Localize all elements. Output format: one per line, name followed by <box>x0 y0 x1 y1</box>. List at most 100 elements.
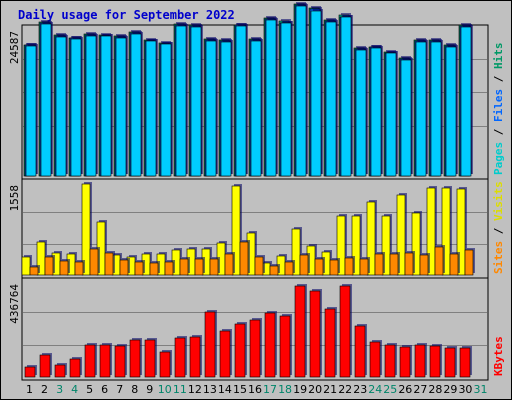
bar-sites-visits-visits-23 <box>351 215 361 276</box>
bar-sites-visits-visits-1 <box>21 256 31 276</box>
bar-pages-files-hits-pages-25 <box>385 52 397 177</box>
bar-kbytes-kbytes-29 <box>444 347 456 378</box>
day-label-28: 28 <box>428 383 442 396</box>
bar-pages-files-hits-pages-23 <box>355 49 367 177</box>
bar-sites-visits-sites-22 <box>344 257 354 276</box>
bar-sites-visits-sites-27 <box>419 254 429 276</box>
bar-sites-visits-sites-10 <box>164 261 174 276</box>
bar-sites-visits-sites-18 <box>284 261 294 276</box>
bar-sites-visits-sites-26 <box>404 252 414 276</box>
bar-sites-visits-sites-7 <box>119 259 129 276</box>
bar-sites-visits-visits-26 <box>396 194 406 276</box>
bar-kbytes-kbytes-30 <box>459 347 471 378</box>
bar-sites-visits-sites-19 <box>299 254 309 276</box>
bar-kbytes-kbytes-5 <box>84 344 96 378</box>
bar-kbytes-kbytes-16 <box>249 319 261 378</box>
day-label-12: 12 <box>188 383 202 396</box>
ylabel-pages-files-hits: Pages / Files / Hits <box>492 43 505 176</box>
bar-kbytes-kbytes-15 <box>234 323 246 378</box>
bar-kbytes-kbytes-12 <box>189 336 201 378</box>
day-label-4: 4 <box>71 383 78 396</box>
ylabel-part-pages-files-hits-2: Files <box>492 89 505 122</box>
bar-pages-files-hits-pages-3 <box>55 36 67 177</box>
bar-pages-files-hits-pages-24 <box>370 47 382 177</box>
bar-pages-files-hits-pages-9 <box>145 40 157 177</box>
bar-kbytes-kbytes-20 <box>309 290 321 378</box>
bar-kbytes-kbytes-19 <box>294 285 306 378</box>
bar-sites-visits-visits-27 <box>411 212 421 276</box>
bar-pages-files-hits-pages-10 <box>160 43 172 177</box>
bar-sites-visits-sites-9 <box>149 262 159 276</box>
bar-kbytes-kbytes-26 <box>399 346 411 378</box>
bar-pages-files-hits-pages-26 <box>400 59 412 177</box>
ylabel-part-pages-files-hits-3: / <box>492 69 505 89</box>
ylabel-part-pages-files-hits-1: / <box>492 122 505 142</box>
bar-pages-files-hits-pages-8 <box>130 33 142 177</box>
bar-kbytes-kbytes-9 <box>144 339 156 378</box>
bar-sites-visits-visits-22 <box>336 215 346 276</box>
day-label-23: 23 <box>353 383 367 396</box>
ylabel-part-pages-files-hits-4: Hits <box>492 43 505 70</box>
day-label-30: 30 <box>458 383 472 396</box>
bar-pages-files-hits-pages-5 <box>85 35 97 177</box>
day-label-14: 14 <box>218 383 232 396</box>
day-label-29: 29 <box>443 383 457 396</box>
ymax-label-pages-files-hits: 24587 <box>8 31 21 64</box>
bar-kbytes-kbytes-23 <box>354 325 366 378</box>
bar-pages-files-hits-pages-29 <box>445 46 457 177</box>
bar-kbytes-kbytes-3 <box>54 364 66 378</box>
bar-sites-visits-visits-25 <box>381 215 391 276</box>
day-label-20: 20 <box>308 383 322 396</box>
bar-pages-files-hits-pages-16 <box>250 40 262 177</box>
bar-pages-files-hits-pages-13 <box>205 40 217 177</box>
bar-sites-visits-sites-25 <box>389 253 399 276</box>
day-label-11: 11 <box>173 383 187 396</box>
day-label-5: 5 <box>86 383 93 396</box>
bar-sites-visits-sites-4 <box>74 261 84 276</box>
bar-kbytes-kbytes-18 <box>279 315 291 378</box>
day-label-10: 10 <box>158 383 172 396</box>
day-label-1: 1 <box>26 383 33 396</box>
bar-pages-files-hits-pages-28 <box>430 41 442 177</box>
ymax-label-kbytes: 436764 <box>8 284 21 324</box>
bar-sites-visits-sites-11 <box>179 258 189 276</box>
bar-kbytes-kbytes-21 <box>324 308 336 378</box>
day-label-19: 19 <box>293 383 307 396</box>
bar-sites-visits-visits-15 <box>231 185 241 276</box>
bar-sites-visits-sites-20 <box>314 258 324 276</box>
bar-sites-visits-sites-24 <box>374 253 384 276</box>
ylabel-kbytes: KBytes <box>492 336 505 376</box>
bar-sites-visits-visits-24 <box>366 201 376 276</box>
bar-sites-visits-visits-19 <box>291 228 301 276</box>
bar-sites-visits-visits-28 <box>426 187 436 276</box>
bar-sites-visits-sites-17 <box>269 265 279 276</box>
ylabel-sites-visits: Sites / Visits <box>492 181 505 274</box>
day-label-16: 16 <box>248 383 262 396</box>
bar-sites-visits-sites-13 <box>209 258 219 276</box>
bar-sites-visits-sites-3 <box>59 260 69 276</box>
bar-sites-visits-sites-23 <box>359 258 369 276</box>
day-label-18: 18 <box>278 383 292 396</box>
bar-pages-files-hits-pages-17 <box>265 19 277 177</box>
bar-kbytes-kbytes-10 <box>159 351 171 378</box>
bar-sites-visits-visits-30 <box>456 188 466 276</box>
bar-kbytes-kbytes-13 <box>204 311 216 378</box>
day-label-17: 17 <box>263 383 277 396</box>
day-label-6: 6 <box>101 383 108 396</box>
bar-kbytes-kbytes-14 <box>219 330 231 378</box>
day-label-25: 25 <box>383 383 397 396</box>
day-label-8: 8 <box>131 383 138 396</box>
bar-pages-files-hits-pages-20 <box>310 10 322 177</box>
bar-pages-files-hits-pages-4 <box>70 38 82 177</box>
ylabel-part-kbytes-0: KBytes <box>492 336 505 376</box>
bar-sites-visits-sites-29 <box>449 253 459 276</box>
day-label-31: 31 <box>473 383 487 396</box>
bar-kbytes-kbytes-6 <box>99 344 111 378</box>
bar-pages-files-hits-pages-6 <box>100 35 112 177</box>
bar-pages-files-hits-pages-18 <box>280 22 292 177</box>
ylabel-part-sites-visits-1: / <box>492 221 505 241</box>
bar-sites-visits-sites-6 <box>104 252 114 276</box>
bar-kbytes-kbytes-22 <box>339 285 351 378</box>
bar-kbytes-kbytes-2 <box>39 354 51 378</box>
bar-sites-visits-visits-5 <box>81 183 91 276</box>
